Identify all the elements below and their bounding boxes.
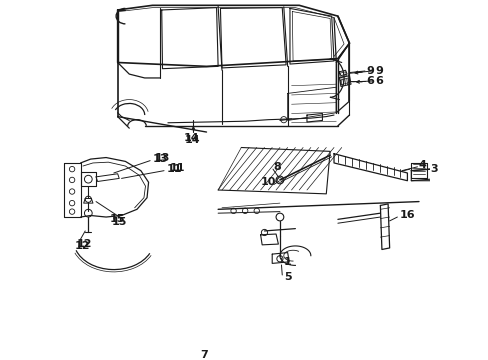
Text: 6: 6 <box>374 76 382 86</box>
Text: 8: 8 <box>273 162 281 172</box>
Text: 9: 9 <box>374 66 382 76</box>
Text: 10: 10 <box>260 177 275 187</box>
Text: 11: 11 <box>169 163 184 172</box>
Text: 16: 16 <box>399 211 414 220</box>
Text: 13: 13 <box>154 153 170 163</box>
Text: 4: 4 <box>417 160 425 170</box>
Text: 9: 9 <box>366 66 374 76</box>
Text: 15: 15 <box>110 213 125 224</box>
Text: 6: 6 <box>366 76 374 86</box>
Text: 15: 15 <box>111 217 126 227</box>
Text: 5: 5 <box>283 272 291 282</box>
Text: 7: 7 <box>200 350 208 360</box>
Text: 14: 14 <box>184 135 200 145</box>
Text: 12: 12 <box>75 242 90 251</box>
Text: 12: 12 <box>77 239 92 249</box>
Text: 13: 13 <box>152 154 167 164</box>
Text: 1: 1 <box>283 257 291 267</box>
Text: 14: 14 <box>183 133 199 143</box>
Text: 11: 11 <box>166 164 182 174</box>
Text: 3: 3 <box>430 164 437 174</box>
